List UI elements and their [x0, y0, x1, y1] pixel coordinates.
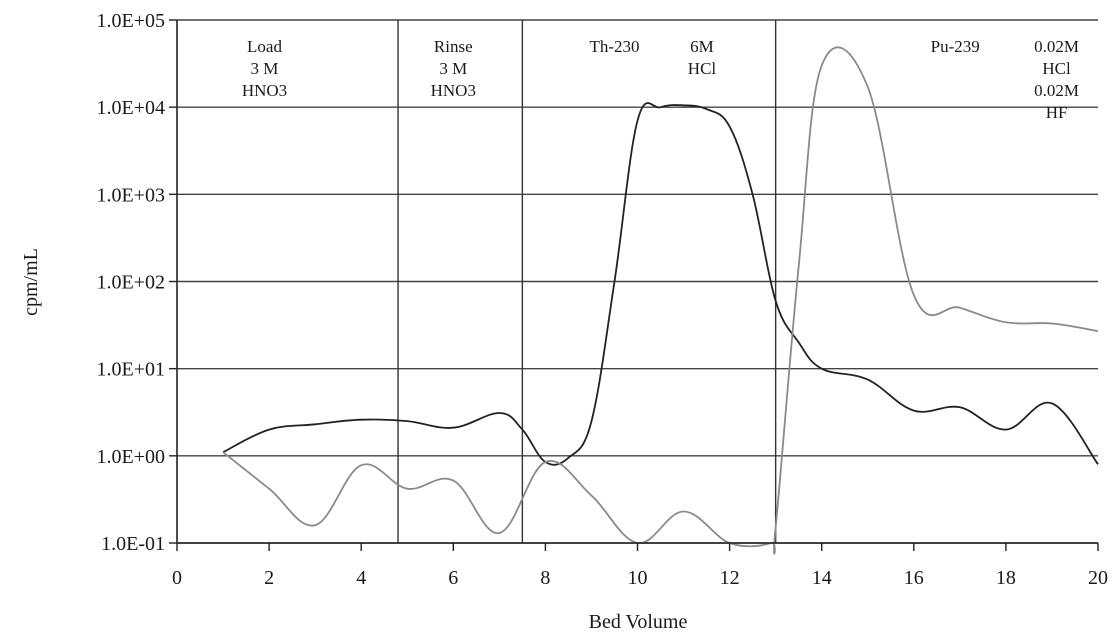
zone-labels: Load 3 M HNO3 Rinse 3 M HNO3 Th-230 6M HCl Pu-239…: [242, 37, 1079, 122]
y-tick-label-2: 1.0E+01: [97, 359, 166, 381]
series-lines: [222, 46, 1099, 555]
y-tick-label-3: 1.0E+02: [97, 272, 166, 294]
y-tick-label-6: 1.0E+05: [97, 10, 166, 32]
x-axis-title: Bed Volume: [589, 611, 688, 633]
zone-label-5: 0.02M HCl 0.02M HF: [1034, 37, 1079, 122]
x-tick-label-6: 12: [720, 567, 740, 589]
zone-label-1: Rinse 3 M HNO3: [431, 37, 476, 100]
x-tick-label-1: 2: [264, 567, 274, 589]
y-tick-label-0: 1.0E-01: [101, 533, 165, 555]
series-line-2: [222, 46, 1099, 555]
y-tick-label-1: 1.0E+00: [97, 446, 166, 468]
y-tick-label-5: 1.0E+04: [97, 97, 166, 119]
x-tick-label-4: 8: [540, 567, 550, 589]
zone-dividers: [397, 20, 777, 543]
zone-label-2: Th-230: [589, 37, 639, 56]
x-tick-label-5: 10: [628, 567, 648, 589]
x-tick-label-7: 14: [812, 567, 832, 589]
axes: [169, 19, 1099, 551]
zone-label-0: Load 3 M HNO3: [242, 37, 287, 100]
series-line-1: [222, 102, 1099, 466]
zone-label-3: 6M HCl: [688, 37, 717, 78]
x-tick-label-8: 16: [904, 567, 924, 589]
zone-label-4: Pu-239: [931, 37, 980, 56]
grid-lines: [177, 19, 1098, 544]
y-tick-labels: 1.0E-01 1.0E+00 1.0E+01 1.0E+02 1.0E+03 1.0E+…: [97, 10, 166, 555]
x-tick-labels: 0 2 4 6 8 10 12 14 16 18 20: [172, 567, 1108, 589]
x-tick-label-0: 0: [172, 567, 182, 589]
y-axis-title: cpm/mL: [20, 248, 42, 316]
x-tick-label-9: 18: [996, 567, 1016, 589]
y-tick-label-4: 1.0E+03: [97, 184, 166, 206]
x-tick-label-3: 6: [448, 567, 458, 589]
x-tick-label-10: 20: [1088, 567, 1108, 589]
x-tick-label-2: 4: [356, 567, 366, 589]
